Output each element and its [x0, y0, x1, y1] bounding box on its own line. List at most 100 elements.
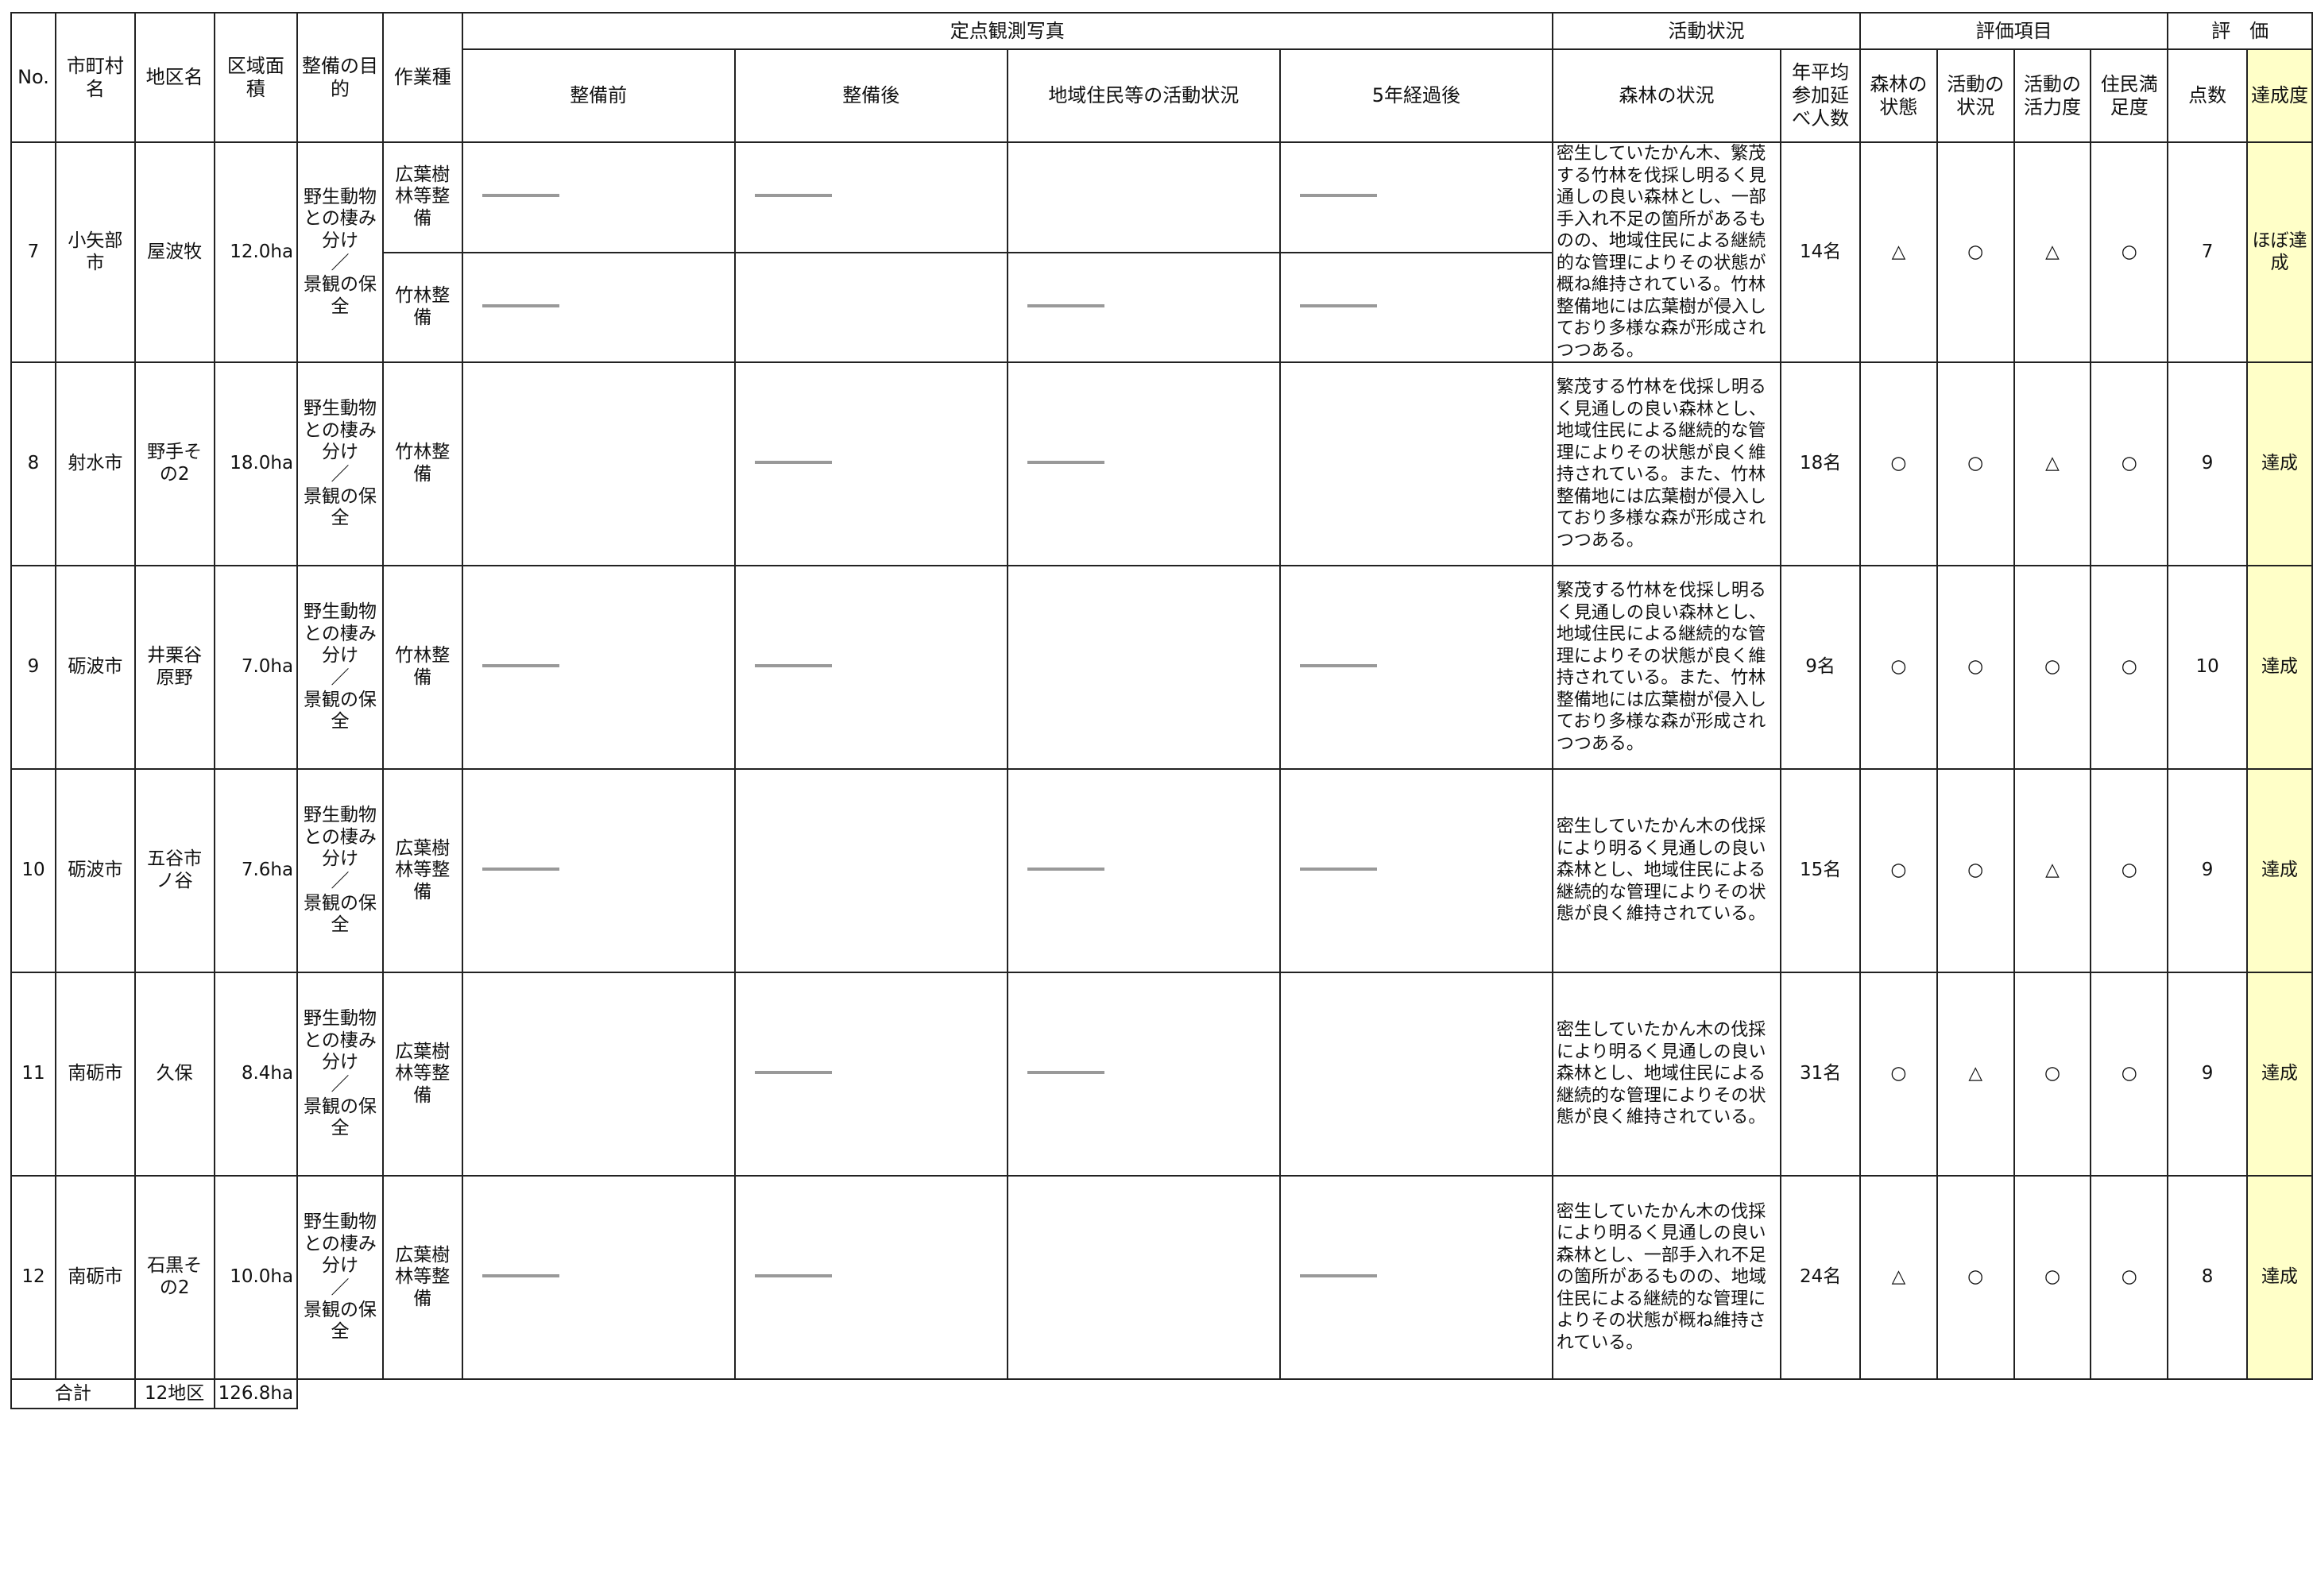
photo-sign [482, 868, 559, 871]
photo-cell [733, 565, 1008, 770]
header-group: 評価項目 [1859, 12, 2169, 50]
purpose: 野生動物との棲み分け ／ 景観の保全 [296, 1175, 384, 1380]
row-no: 9 [10, 565, 56, 770]
evaluation: ○ [1936, 565, 2015, 770]
city: 小矢部市 [54, 141, 136, 363]
achievement: ほぼ達成 [2246, 141, 2313, 363]
photo-cell [1006, 251, 1281, 363]
photo-cell [461, 361, 736, 566]
participants: 18名 [1780, 361, 1862, 566]
work-type: 竹林整備 [381, 251, 463, 363]
score: 9 [2167, 768, 2249, 973]
work-type: 竹林整備 [381, 565, 463, 770]
photo-sign [754, 461, 832, 464]
work-type: 竹林整備 [381, 361, 463, 566]
header-cell: 達成度 [2246, 48, 2313, 143]
forest-status: 密生していたかん木の伐採により明るく見通しの良い森林とし、地域住民による継続的な… [1551, 972, 1782, 1177]
forest-status: 密生していたかん木の伐採により明るく見通しの良い森林とし、一部手入れ不足の箇所が… [1551, 1175, 1782, 1380]
evaluation: ○ [1859, 361, 1938, 566]
header-cell: 整備前 [461, 48, 736, 143]
photo-sign [754, 194, 832, 198]
photo-cell [1278, 972, 1553, 1177]
evaluation: △ [2013, 768, 2092, 973]
area: 8.4ha [213, 972, 299, 1177]
evaluation: ○ [2013, 565, 2092, 770]
photo-cell [461, 1175, 736, 1380]
photo-cell [1278, 141, 1553, 253]
total-area: 126.8ha [213, 1378, 299, 1409]
photo-sign [754, 1274, 832, 1277]
header-cell: 区域面積 [213, 12, 299, 143]
photo-sign [1027, 868, 1104, 871]
photo-cell [1278, 361, 1553, 566]
evaluation: ○ [2090, 361, 2169, 566]
photo-sign [1027, 461, 1104, 464]
table-row: 7 小矢部市 屋波牧 12.0ha 野生動物との棲み分け ／ 景観の保全 広葉樹林等整備密… [10, 141, 2313, 363]
header-group: 評 価 [2167, 12, 2313, 50]
table-row: 合計 12地区 126.8ha [10, 1378, 2312, 1409]
purpose: 野生動物との棲み分け ／ 景観の保全 [296, 361, 384, 566]
score: 9 [2167, 361, 2249, 566]
photo-sign [1299, 194, 1378, 198]
photo-cell [733, 141, 1008, 253]
photo-cell [733, 768, 1008, 973]
forest-status: 繁茂する竹林を伐採し明るく見通しの良い森林とし、地域住民による継続的な管理により… [1551, 361, 1782, 566]
row-no: 11 [10, 972, 56, 1177]
work-type: 広葉樹林等整備 [381, 141, 463, 253]
work-type: 広葉樹林等整備 [381, 972, 463, 1177]
district: 五谷市ノ谷 [133, 768, 215, 973]
photo-sign [754, 1071, 832, 1074]
photo-sign [482, 1274, 559, 1277]
evaluation: ○ [1936, 768, 2015, 973]
header-cell: 森林の状態 [1859, 48, 1938, 143]
photo-sign [1299, 1274, 1378, 1277]
photo-sign [482, 194, 559, 198]
header-cell: 地域住民等の活動状況 [1006, 48, 1281, 143]
participants: 15名 [1780, 768, 1862, 973]
area: 7.0ha [213, 565, 299, 770]
table-row: 竹林整備 [11, 251, 2312, 363]
purpose: 野生動物との棲み分け ／ 景観の保全 [296, 972, 384, 1177]
header-group: 活動状況 [1551, 12, 1862, 50]
blank [297, 1379, 2312, 1409]
header-cell: 森林の状況 [1551, 48, 1782, 143]
city: 砺波市 [54, 565, 136, 770]
photo-cell [461, 972, 736, 1177]
photo-cell [733, 251, 1008, 363]
header-cell: 5年経過後 [1278, 48, 1553, 143]
survey-table: No. 市町村名 地区名 区域面積 整備の目的 作業種 定点観測写真 活動状況 評価項目評 価整… [10, 12, 2313, 1409]
work-type: 広葉樹林等整備 [381, 1175, 463, 1380]
table-row: 10 砺波市 五谷市ノ谷 7.6ha 野生動物との棲み分け ／ 景観の保全 広葉樹林等整備… [10, 768, 2313, 973]
score: 9 [2167, 972, 2249, 1177]
evaluation: △ [1859, 141, 1938, 363]
photo-cell [1278, 565, 1553, 770]
header-cell: 点数 [2167, 48, 2249, 143]
evaluation: △ [2013, 361, 2092, 566]
photo-sign [1027, 303, 1104, 307]
score: 10 [2167, 565, 2249, 770]
achievement: 達成 [2246, 768, 2313, 973]
photo-cell [1006, 361, 1281, 566]
evaluation: ○ [2090, 768, 2169, 973]
evaluation: △ [2013, 141, 2092, 363]
header-cell: 作業種 [381, 12, 463, 143]
achievement: 達成 [2246, 1175, 2313, 1380]
header-cell: 地区名 [133, 12, 215, 143]
table-row: 9 砺波市 井栗谷原野 7.0ha 野生動物との棲み分け ／ 景観の保全 竹林整備 繁茂する… [10, 565, 2313, 770]
work-type: 広葉樹林等整備 [381, 768, 463, 973]
purpose: 野生動物との棲み分け ／ 景観の保全 [296, 141, 384, 363]
evaluation: ○ [1936, 361, 2015, 566]
evaluation: △ [1859, 1175, 1938, 1380]
photo-cell [1006, 141, 1281, 253]
total-label: 合計 [10, 1378, 136, 1409]
table-row: No. 市町村名 地区名 区域面積 整備の目的 作業種 定点観測写真 活動状況 評価項目評 価 [10, 12, 2313, 143]
header-cell: 活動の活力度 [2013, 48, 2092, 143]
photo-sign [482, 664, 559, 667]
photo-cell [733, 1175, 1008, 1380]
district: 野手その2 [133, 361, 215, 566]
document: No. 市町村名 地区名 区域面積 整備の目的 作業種 定点観測写真 活動状況 評価項目評 価整… [10, 12, 2313, 1409]
participants: 9名 [1780, 565, 1862, 770]
photo-sign [1299, 868, 1378, 871]
photo-sign [1027, 1071, 1104, 1074]
photo-cell [461, 768, 736, 973]
